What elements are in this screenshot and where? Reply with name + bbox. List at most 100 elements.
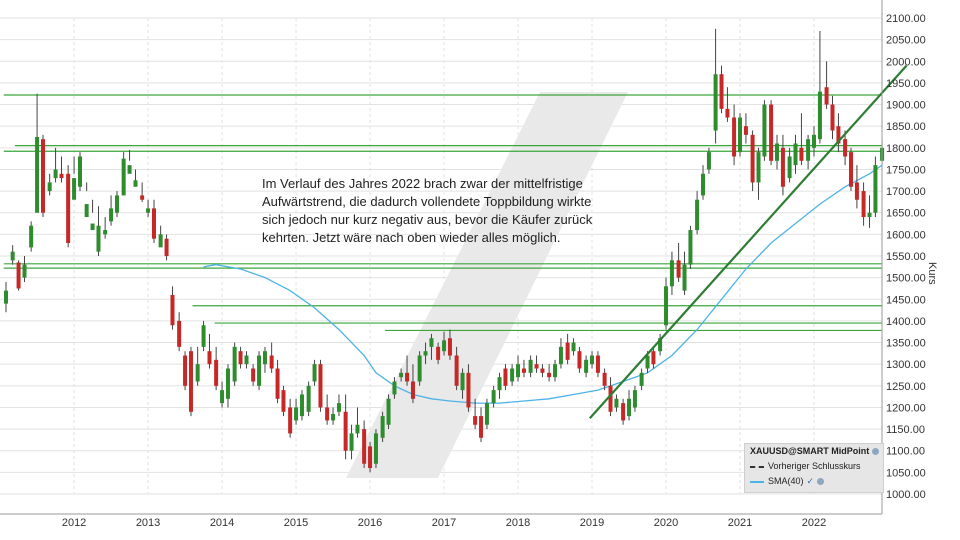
chart-annotation: Im Verlauf des Jahres 2022 brach zwar de… [262,175,602,247]
axes: 2100.00 2050.00 2000.00 1950.00 1900.00 1850.… [0,0,926,529]
y-tick-label: 1250.00 [886,381,926,393]
candle-down [140,195,145,200]
candle-down [40,139,45,213]
settings-icon[interactable] [872,448,880,456]
candle-up [220,390,225,404]
candle-up [558,346,563,365]
candle-down [602,372,607,386]
candle-up [4,290,8,304]
candle-up [336,403,341,412]
candle-up [331,413,336,421]
candle-down [59,173,64,179]
candle-up [812,134,817,148]
y-tick-label: 1050.00 [886,467,926,479]
candle-up [442,340,447,352]
x-tick-label: 2020 [654,517,678,529]
candle-down [743,126,748,135]
candle-down [780,147,785,187]
candle-down [151,208,156,239]
candle-up [423,351,428,356]
x-tick-label: 2019 [580,517,604,529]
candle-down [830,104,835,131]
candle-up [510,368,515,382]
y-tick-label: 1600.00 [886,229,926,241]
candle-up [553,364,558,378]
settings-icon[interactable] [817,478,825,486]
candle-up [793,143,798,166]
candle-up [701,173,706,196]
candle-down [750,134,755,183]
candle-up [299,394,304,417]
candle-down [595,355,600,373]
candle-up [516,364,521,378]
candle-down [436,346,441,360]
candle-up [10,251,15,261]
candle-up [262,351,267,365]
candles [4,28,885,473]
candle-down [621,403,626,421]
candle-up [762,104,767,157]
candle-down [343,411,348,451]
candle-down [362,429,367,464]
y-tick-label: 1850.00 [886,121,926,133]
legend-title: XAUUSD@SMART MidPoint [745,444,883,459]
candle-up [639,372,644,386]
candle-down [534,364,539,369]
candle-down [676,260,681,278]
candle-down [861,191,866,218]
candle-up [133,180,138,187]
x-tick-label: 2016 [358,517,382,529]
candle-down [66,173,71,244]
check-icon[interactable]: ✓ [806,476,815,486]
candle-up [614,398,619,408]
candle-up [72,178,77,200]
candle-up [90,223,95,231]
candle-up [77,156,82,187]
y-tick-label: 1500.00 [886,273,926,285]
watermark-slash [346,92,628,478]
candle-up [682,264,687,291]
y-tick-label: 1800.00 [886,143,926,155]
y-tick-label: 1400.00 [886,316,926,328]
candle-down [521,368,526,373]
y-tick-label: 1650.00 [886,208,926,220]
candle-down [368,446,373,469]
candle-down [454,355,459,386]
candle-up [632,390,637,408]
legend-title-text: XAUUSD@SMART MidPoint [750,446,870,456]
trendline [588,64,908,420]
candle-up [312,364,317,382]
candle-down [466,372,471,408]
legend-item: Vorheriger Schlusskurs [745,459,883,474]
candle-up [713,74,718,131]
candle-up [29,225,34,248]
candle-up [146,208,151,213]
candle-up [658,338,663,352]
candle-down [799,147,804,161]
candle-up [867,212,872,218]
candle-down [725,108,730,118]
x-tick-label: 2014 [210,517,234,529]
candle-up [695,199,700,231]
sma-line-icon [750,480,764,483]
candle-down [719,74,724,109]
trend-line [588,64,908,420]
candle-up [806,139,811,161]
candle-down [281,390,286,412]
x-tick-label: 2018 [506,517,530,529]
x-tick-label: 2013 [136,517,160,529]
candle-down [849,152,854,187]
candle-up [232,346,237,382]
candle-up [53,169,58,179]
legend: XAUUSD@SMART MidPoint Vorheriger Schluss… [744,443,884,493]
candle-down [183,355,188,386]
annotation-line: Im Verlauf des Jahres 2022 brach zwar de… [262,176,583,191]
y-tick-label: 1700.00 [886,186,926,198]
y-tick-label: 1000.00 [886,489,926,501]
candle-up [429,338,434,347]
candle-down [608,385,613,412]
candle-down [207,351,212,365]
candle-up [484,403,489,425]
candle-up [35,137,40,213]
